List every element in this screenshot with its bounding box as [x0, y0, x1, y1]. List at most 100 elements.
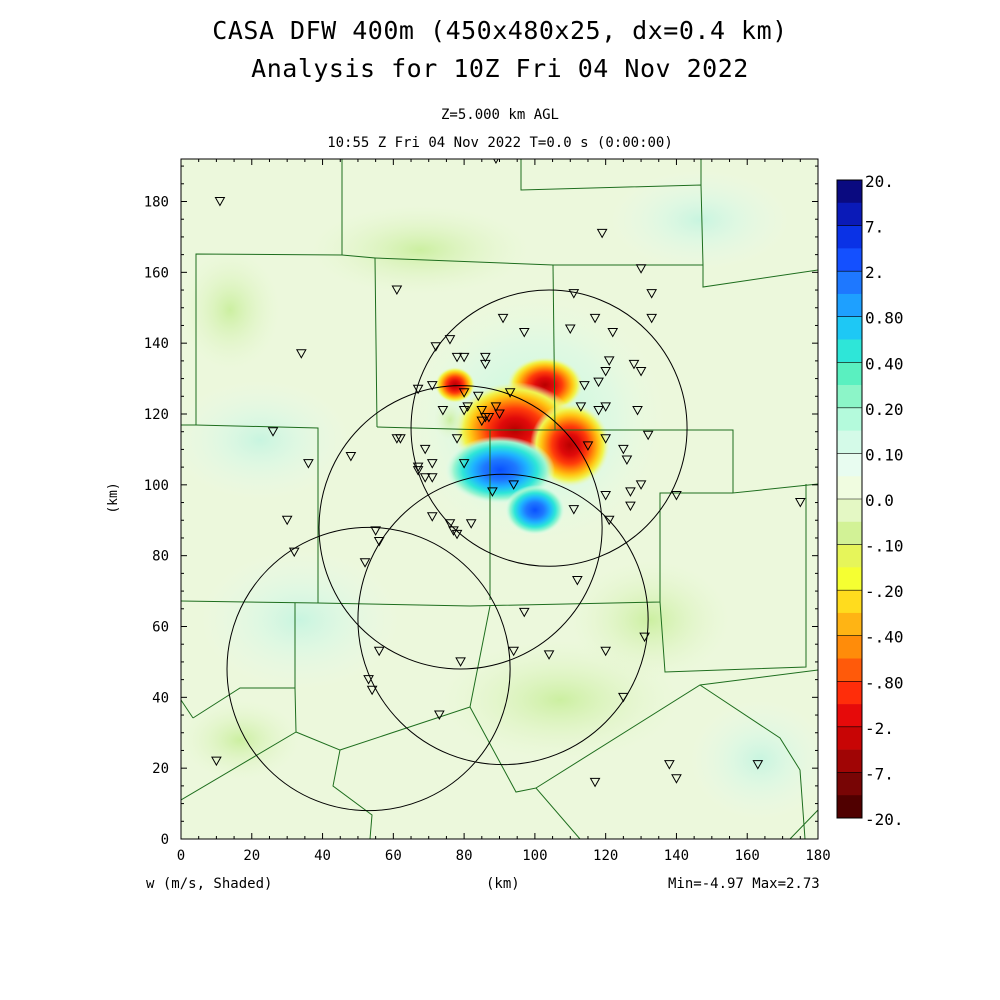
station-marker: [593, 405, 604, 416]
min-max-label: Min=-4.97 Max=2.73: [668, 876, 820, 892]
station-marker: [444, 519, 456, 529]
colorbar-label: 0.20: [865, 400, 904, 419]
colorbar-swatch: [837, 795, 862, 819]
chart-subtitle: Analysis for 10Z Fri 04 Nov 2022: [251, 54, 749, 83]
colorbar-swatch: [837, 590, 862, 614]
colorbar-swatch: [837, 271, 862, 295]
colorbar-label: -.40: [865, 628, 904, 647]
station-marker: [621, 455, 633, 466]
station-marker: [412, 384, 424, 395]
colorbar-label: -.20: [865, 582, 904, 601]
colorbar-swatch: [837, 635, 862, 659]
station-marker: [490, 402, 502, 412]
station-marker: [487, 487, 498, 497]
station-marker: [476, 405, 488, 416]
station-marker: [671, 774, 682, 784]
station-marker: [603, 356, 615, 366]
station-marker: [458, 405, 470, 416]
station-marker: [479, 352, 491, 363]
station-marker: [458, 459, 470, 469]
station-marker: [267, 427, 279, 437]
station-marker: [458, 388, 470, 398]
station-marker: [448, 526, 459, 536]
colorbar-label: 0.0: [865, 491, 894, 510]
station-marker: [671, 490, 682, 501]
level-label: Z=5.000 km AGL: [440, 107, 559, 123]
x-tick-label: 60: [385, 848, 402, 864]
station-marker: [426, 512, 438, 522]
station-marker: [596, 228, 608, 239]
station-marker: [628, 359, 640, 370]
station-marker: [345, 452, 357, 462]
colorbar-swatch: [837, 499, 862, 523]
station-marker: [635, 367, 647, 377]
station-marker: [575, 402, 587, 412]
x-tick-label: 0: [177, 848, 185, 864]
station-marker: [426, 459, 438, 469]
range-ring: [357, 473, 649, 766]
colorbar-swatch: [837, 521, 862, 545]
station-marker: [568, 289, 580, 299]
y-tick-label: 60: [152, 620, 169, 636]
station-marker: [600, 367, 612, 377]
x-tick-label: 100: [522, 848, 547, 864]
colorbar-label: -.10: [865, 537, 904, 556]
station-marker: [579, 381, 590, 391]
colorbar-swatch: [837, 567, 862, 591]
station-marker: [373, 646, 385, 657]
station-marker: [508, 646, 520, 657]
station-marker: [646, 313, 658, 324]
colorbar-swatch: [837, 293, 862, 318]
station-marker: [664, 760, 675, 770]
station-marker: [451, 352, 463, 363]
station-marker: [600, 490, 612, 501]
station-marker: [472, 391, 484, 402]
field-layer: [181, 159, 818, 839]
station-marker: [370, 526, 381, 536]
station-marker: [600, 434, 612, 444]
x-axis: 0 20 40 60 80 100 120 140 160 180: [177, 159, 831, 864]
station-marker: [451, 434, 463, 444]
range-ring: [226, 526, 511, 812]
x-tick-label: 80: [456, 848, 473, 864]
y-tick-label: 0: [161, 832, 169, 848]
station-marker: [632, 405, 643, 416]
x-tick-label: 40: [314, 848, 331, 864]
colorbar-swatch: [837, 362, 862, 386]
station-marker: [359, 558, 371, 568]
station-marker: [366, 685, 378, 696]
station-marker: [483, 413, 495, 423]
x-axis-label: (km): [486, 876, 520, 892]
y-tick-label: 180: [144, 195, 169, 211]
station-marker: [564, 324, 576, 335]
station-marker: [518, 328, 530, 338]
station-marker: [625, 501, 636, 512]
station-marker: [568, 505, 580, 515]
time-label: 10:55 Z Fri 04 Nov 2022 T=0.0 s (0:00:00…: [327, 135, 673, 151]
station-marker: [479, 359, 491, 370]
station-marker: [419, 473, 431, 483]
x-tick-label: 140: [664, 848, 689, 864]
colorbar-swatch: [837, 225, 862, 249]
station-marker: [211, 756, 222, 767]
y-tick-label: 80: [152, 549, 169, 565]
colorbar-swatch: [837, 180, 862, 204]
colorbar-swatch: [837, 407, 862, 431]
y-axis-label: (km): [106, 482, 121, 513]
colorbar-swatch: [837, 339, 862, 363]
station-marker: [646, 289, 658, 299]
station-marker: [607, 328, 619, 338]
colorbar-swatch: [837, 726, 862, 750]
colorbar-swatch: [837, 202, 862, 226]
station-marker: [794, 498, 806, 508]
station-marker: [625, 487, 636, 497]
station-marker: [518, 607, 530, 618]
x-tick-label: 120: [593, 848, 618, 864]
station-marker: [600, 402, 612, 412]
colorbar-label: 0.80: [865, 309, 904, 328]
station-marker: [419, 444, 431, 455]
colorbar-label: 20.: [865, 172, 894, 191]
y-tick-label: 40: [152, 690, 169, 706]
station-marker: [603, 515, 615, 526]
station-marker: [642, 430, 654, 441]
